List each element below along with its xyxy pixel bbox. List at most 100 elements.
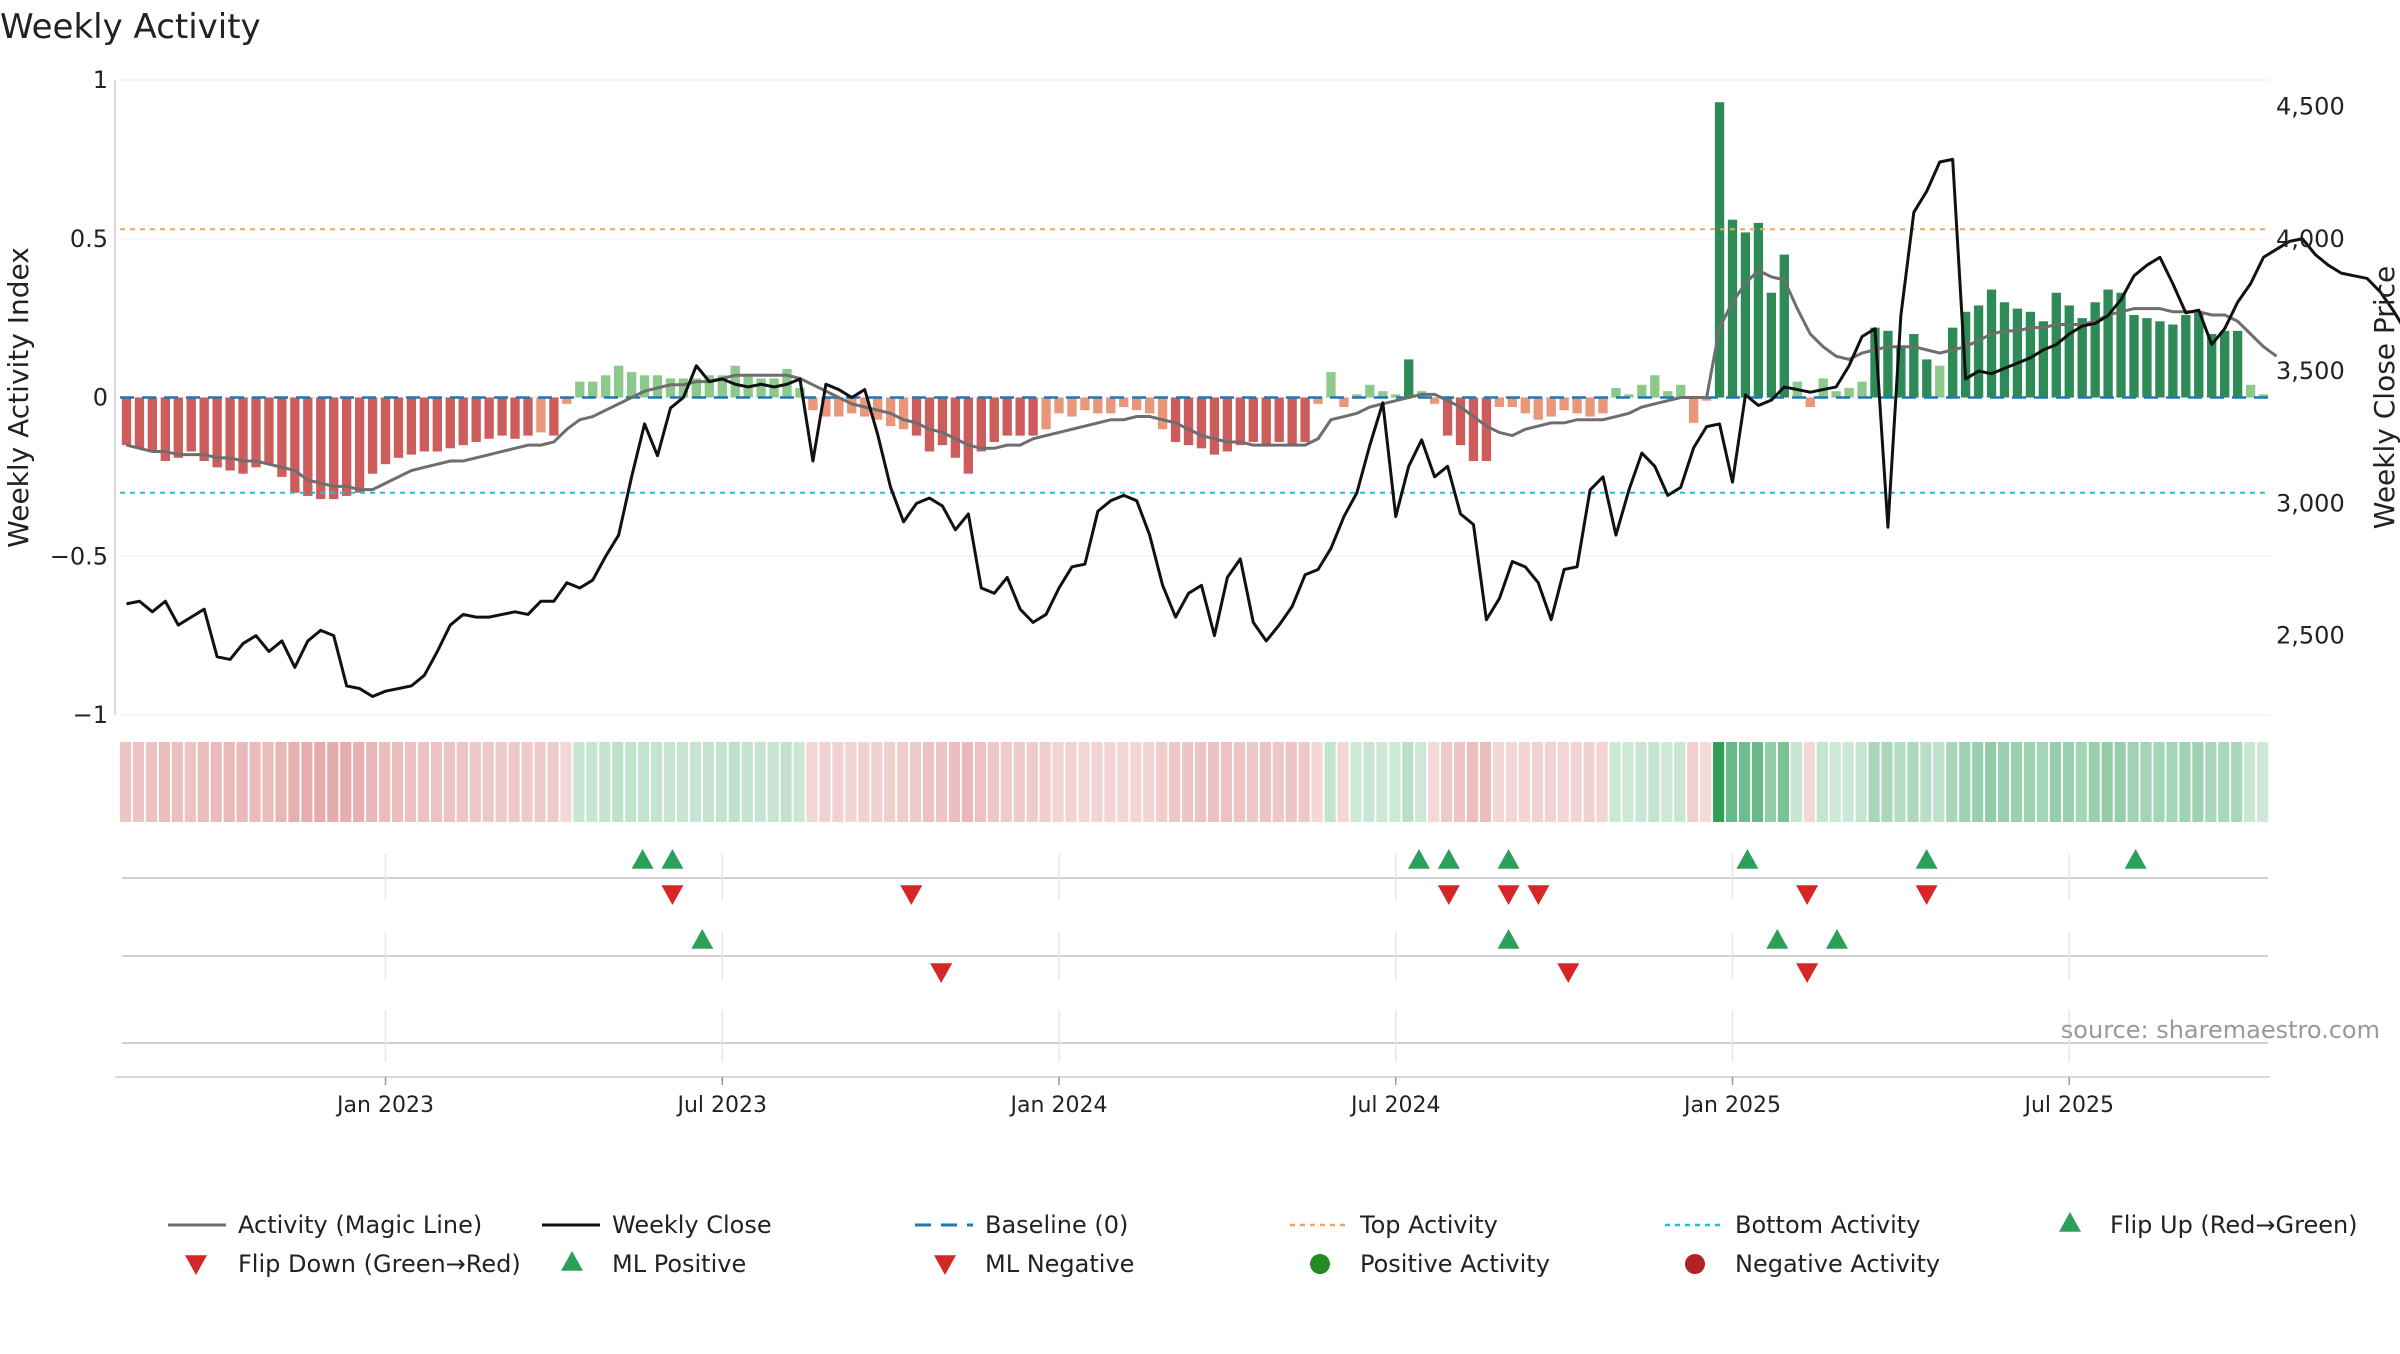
- flip-down-marker: [1437, 885, 1460, 905]
- activity-bar: [1883, 330, 1893, 398]
- strip-cell: [1272, 742, 1284, 822]
- strip-cell: [1337, 742, 1349, 822]
- activity-bar: [1002, 397, 1012, 436]
- activity-bar: [251, 397, 261, 468]
- strip-cell: [2010, 742, 2023, 822]
- activity-bar: [1753, 222, 1764, 398]
- strip-cell: [482, 742, 494, 822]
- magic-line-series: [126, 268, 2278, 492]
- activity-bar: [1831, 391, 1841, 398]
- strip-cell: [689, 742, 702, 822]
- strip-cell: [1000, 742, 1012, 822]
- activity-bar: [2220, 330, 2230, 398]
- strip-cell: [2231, 742, 2243, 822]
- strip-cell: [1946, 742, 1958, 822]
- activity-bar: [147, 397, 158, 452]
- strip-cell: [2101, 742, 2113, 822]
- activity-bar: [1015, 397, 1025, 436]
- strip-cell: [1648, 742, 1660, 822]
- strip-cell: [1700, 742, 1712, 822]
- activity-bar: [1533, 397, 1543, 420]
- activity-bar: [458, 397, 468, 446]
- strip-cell: [1505, 742, 1517, 822]
- ml-positive-marker: [691, 929, 714, 949]
- flip-up-marker: [631, 849, 654, 869]
- strip-cell: [1078, 742, 1090, 822]
- activity-bar: [1663, 391, 1673, 398]
- activity-bars: [121, 102, 2269, 500]
- activity-bar: [588, 381, 598, 398]
- activity-bar: [238, 397, 248, 474]
- activity-bar: [1248, 397, 1258, 442]
- strip-cell: [1518, 742, 1530, 822]
- flip-down-marker: [900, 885, 923, 905]
- activity-bar: [316, 397, 326, 500]
- strip-cell: [2127, 742, 2139, 822]
- strip-cell: [612, 742, 624, 822]
- activity-bar: [1339, 397, 1349, 408]
- strip-cell: [223, 742, 235, 822]
- strip-cell: [249, 742, 261, 822]
- activity-bar: [1132, 397, 1142, 411]
- source-credit: source: sharemaestro.com: [2061, 1016, 2380, 1044]
- activity-bar: [1170, 397, 1181, 442]
- activity-bar: [808, 397, 818, 411]
- legend-label: ML Negative: [985, 1250, 1134, 1278]
- y-tick-label: 0: [93, 384, 108, 412]
- strip-cell: [327, 742, 339, 822]
- activity-bar: [1080, 397, 1090, 411]
- activity-bar: [1520, 397, 1530, 414]
- y-tick-label: −0.5: [50, 542, 108, 570]
- activity-bar: [510, 397, 520, 439]
- strip-cell: [715, 742, 727, 822]
- legend: Activity (Magic Line) Weekly Close Baselin…: [168, 1211, 2358, 1278]
- strip-cell: [1985, 742, 1997, 822]
- activity-bar: [173, 397, 183, 458]
- activity-bar: [898, 397, 909, 430]
- strip-cell: [184, 742, 196, 822]
- legend-label: Flip Up (Red→Green): [2110, 1211, 2358, 1239]
- activity-bar: [1857, 381, 1867, 398]
- strip-cell: [1013, 742, 1025, 822]
- activity-bar: [1119, 397, 1129, 408]
- strip-cell: [1104, 742, 1116, 822]
- strip-cell: [1039, 742, 1051, 822]
- strip-cell: [262, 742, 274, 822]
- activity-bar: [1598, 397, 1608, 414]
- legend-swatch-flip-up: [2059, 1212, 2081, 1232]
- strip-cell: [534, 742, 546, 822]
- activity-bar: [1818, 378, 1828, 398]
- activity-bar: [1145, 397, 1155, 414]
- activity-bar: [1844, 387, 1854, 398]
- activity-bar: [484, 397, 494, 439]
- activity-bar: [445, 397, 455, 449]
- strip-cell: [1246, 742, 1258, 822]
- activity-bar: [2025, 311, 2036, 398]
- strip-cell: [2218, 742, 2230, 822]
- x-tick-label: Jul 2025: [2022, 1093, 2114, 1118]
- strip-cell: [1674, 742, 1686, 822]
- activity-bar: [976, 397, 986, 452]
- activity-bar: [1766, 292, 1777, 398]
- activity-bar: [264, 397, 274, 465]
- strip-cell: [1454, 742, 1466, 822]
- activity-bar: [225, 397, 235, 471]
- strip-cell: [2244, 742, 2256, 822]
- strip-cell: [793, 742, 805, 822]
- activity-bar: [665, 378, 676, 398]
- strip-cell: [275, 742, 287, 822]
- activity-bar: [536, 397, 546, 433]
- strip-cell: [1376, 742, 1388, 822]
- activity-bar: [885, 397, 896, 427]
- strip-cell: [1661, 742, 1673, 822]
- strip-cell: [780, 742, 792, 822]
- legend-label: Activity (Magic Line): [238, 1211, 482, 1239]
- activity-bar: [1676, 384, 1686, 398]
- strip-cell: [1738, 742, 1751, 822]
- strip-cell: [1687, 742, 1699, 822]
- activity-bar: [497, 397, 507, 436]
- activity-bar: [1922, 359, 1932, 398]
- activity-bar: [601, 375, 611, 398]
- activity-bar: [121, 397, 132, 446]
- strip-cell: [417, 742, 430, 822]
